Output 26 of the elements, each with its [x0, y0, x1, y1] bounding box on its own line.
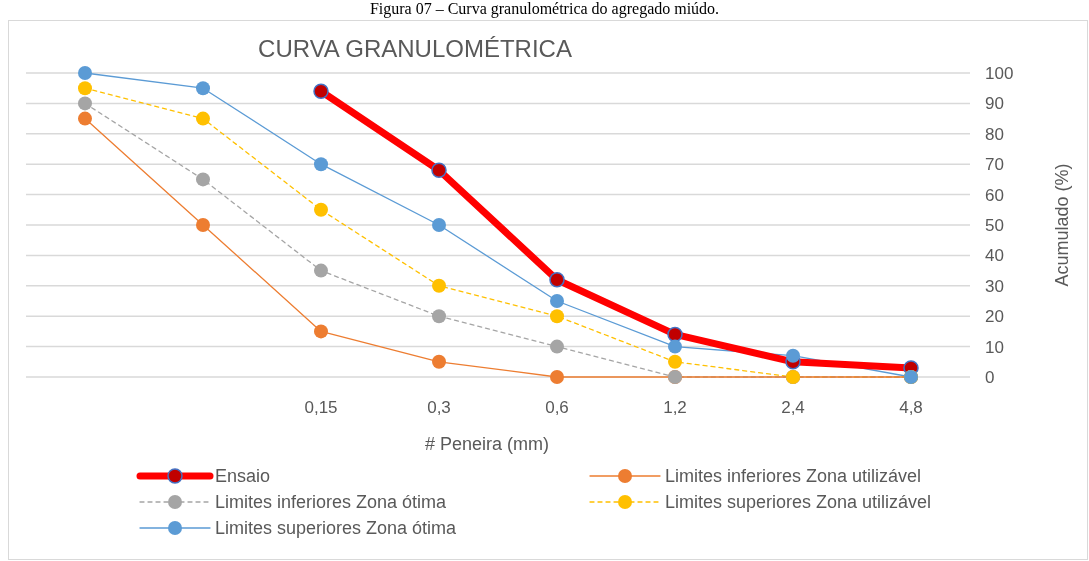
legend-label: Ensaio [215, 466, 271, 486]
y-tick-label: 10 [985, 337, 1004, 357]
y-tick-label: 0 [985, 368, 995, 387]
legend-label: Limites inferiores Zona ótima [215, 492, 448, 512]
x-tick-label: 0,6 [545, 398, 569, 417]
x-tick-label: 4,8 [899, 398, 923, 417]
legend-label: Limites superiores Zona utilizável [665, 492, 932, 512]
legend-label: Limites superiores Zona ótima [215, 518, 458, 538]
x-tick-label: 2,4 [781, 398, 805, 417]
y-axis-title: Acumulado (%) [1052, 163, 1072, 287]
y-tick-label: 80 [985, 124, 1004, 144]
y-tick-label: 70 [985, 155, 1004, 175]
x-tick-label: 0,3 [427, 398, 451, 417]
y-tick-label: 100 [985, 64, 1014, 83]
x-axis-title: # Peneira (mm) [424, 434, 550, 454]
chart-title: CURVA GRANULOMÉTRICA [258, 35, 572, 62]
y-tick-label: 40 [985, 246, 1004, 266]
y-tick-label: 30 [985, 276, 1004, 296]
x-tick-label: 1,2 [663, 398, 687, 417]
y-tick-label: 20 [985, 307, 1004, 327]
text: Figura 07 – Curva granulométrica do agregado miúdo. [369, 0, 720, 18]
y-tick-label: 90 [985, 94, 1004, 114]
y-tick-label: 60 [985, 185, 1004, 205]
legend-label: Limites inferiores Zona utilizável [665, 466, 922, 486]
y-tick-label: 50 [985, 216, 1004, 235]
x-tick-label: 0,15 [304, 398, 338, 417]
